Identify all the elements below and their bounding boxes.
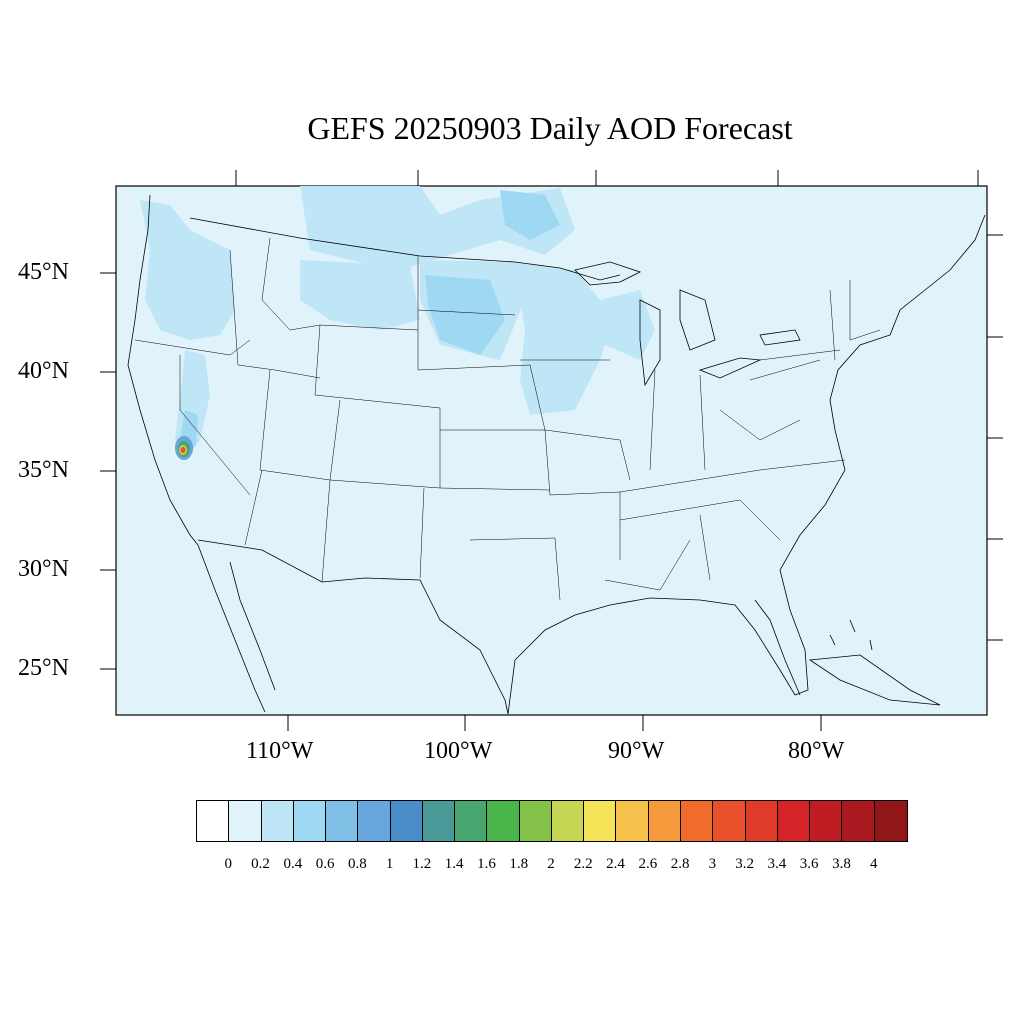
colorbar-swatch (551, 801, 585, 841)
colorbar-label: 2.2 (573, 856, 593, 872)
colorbar-swatch (519, 801, 552, 841)
gulf-of-california (229, 561, 276, 691)
aod-plumes (140, 186, 655, 460)
colorbar-label: 3 (708, 856, 717, 872)
lake-superior (574, 261, 642, 286)
colorbar-swatch (390, 801, 423, 841)
colorbar-swatch (261, 801, 294, 841)
plume-plains-core (425, 275, 505, 355)
axis-ticks (100, 170, 1003, 731)
lon-label-90w: 90°W (608, 738, 665, 764)
aod-colorbar (196, 800, 908, 842)
lat-label-40n: 40°N (18, 358, 69, 384)
plume-upper-midwest (515, 262, 610, 415)
lake-huron (679, 289, 716, 351)
gulf-coast (507, 429, 846, 715)
colorbar-swatch (680, 801, 714, 841)
us-canada-border (189, 217, 621, 281)
lake-michigan (639, 299, 661, 387)
map-panel (115, 185, 988, 716)
map-title: GEFS 20250903 Daily AOD Forecast (307, 110, 793, 146)
colorbar-label: 3.2 (735, 856, 754, 872)
colorbar-label: 2.4 (606, 856, 625, 872)
colorbar-swatch (584, 801, 617, 841)
colorbar-label: 2.6 (638, 856, 658, 872)
colorbar-swatch (648, 801, 681, 841)
colorbar-swatch (713, 801, 746, 841)
colorbar-label: 0.2 (251, 856, 270, 872)
colorbar-label: 1.6 (477, 856, 496, 872)
us-mexico-border (197, 539, 509, 715)
colorbar-swatch (422, 801, 456, 841)
cuba (808, 654, 941, 706)
colorbar-label: 0 (224, 856, 233, 872)
colorbar-swatch (874, 801, 907, 841)
colorbar-swatch (358, 801, 391, 841)
west-coast (127, 194, 199, 546)
colorbar-label: 2 (547, 856, 555, 872)
colorbar-swatch (842, 801, 875, 841)
colorbar-swatch (326, 801, 359, 841)
colorbar-swatch (229, 801, 262, 841)
colorbar-label: 3.8 (832, 856, 851, 872)
colorbar-label: 3.6 (799, 856, 819, 872)
lat-label-45n: 45°N (18, 259, 69, 285)
baja-coast (197, 544, 266, 713)
colorbar-swatch (197, 801, 230, 841)
colorbar-label: 4 (869, 856, 878, 872)
colorbar-swatch (293, 801, 327, 841)
colorbar-swatch (455, 801, 488, 841)
florida (754, 599, 801, 696)
lon-label-110w: 110°W (246, 738, 314, 764)
colorbar-label: 2.8 (670, 856, 690, 872)
lon-label-100w: 100°W (424, 738, 493, 764)
colorbar-swatch (487, 801, 520, 841)
bahamas (829, 619, 873, 651)
colorbar-label: 0.8 (347, 856, 367, 872)
map-outlines (127, 194, 986, 715)
colorbar-swatch (777, 801, 811, 841)
colorbar-swatch (745, 801, 778, 841)
lat-label-30n: 30°N (18, 556, 69, 582)
colorbar-label: 3.4 (767, 856, 787, 872)
colorbar-label: 0.6 (315, 856, 335, 872)
lat-label-25n: 25°N (18, 655, 69, 681)
east-coast (829, 214, 986, 431)
fire-aod-3.0 (180, 447, 186, 453)
lake-ontario (759, 329, 801, 346)
colorbar-label: 0.4 (283, 856, 303, 872)
colorbar-swatch (810, 801, 843, 841)
state-lines (134, 237, 881, 601)
lat-label-35n: 35°N (18, 457, 69, 483)
plume-michigan (600, 290, 655, 360)
lon-label-80w: 80°W (788, 738, 845, 764)
colorbar-label: 1.2 (412, 856, 432, 872)
plume-montana (300, 260, 420, 330)
plume-pacific-nw (140, 200, 235, 340)
colorbar-swatch (616, 801, 649, 841)
colorbar-label: 1.4 (444, 856, 464, 872)
colorbar-label: 1 (385, 856, 394, 872)
plume-canada-core (500, 190, 560, 240)
colorbar-label: 1.8 (509, 856, 529, 872)
